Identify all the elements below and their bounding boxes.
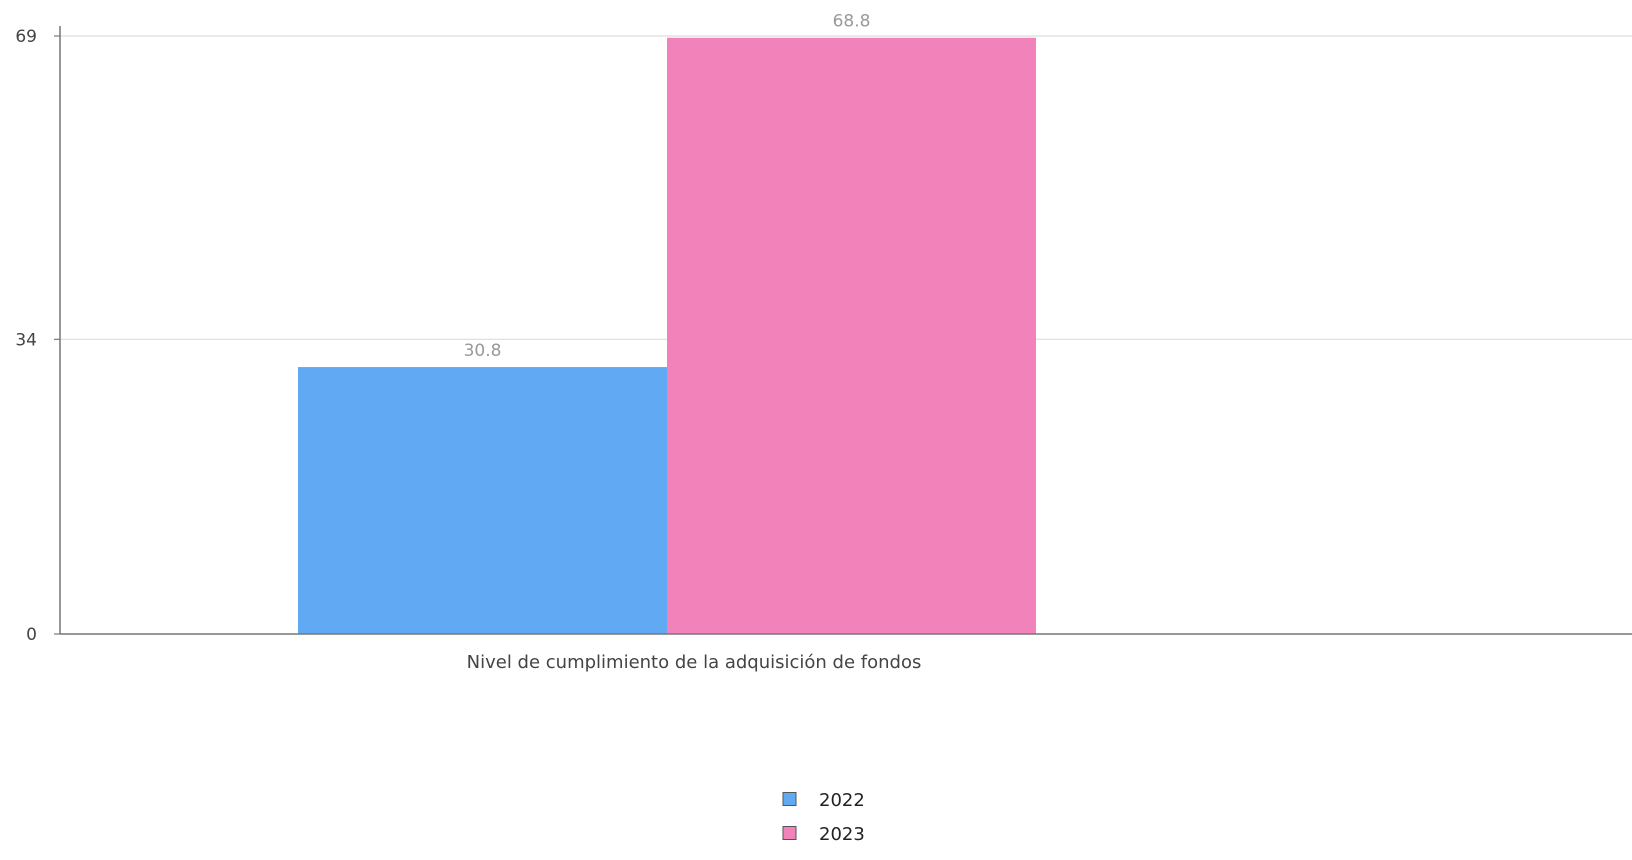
axes — [54, 26, 1632, 635]
legend-swatch-2023 — [782, 826, 797, 840]
legend-swatch-2022 — [782, 792, 797, 806]
y-tick-label: 34 — [15, 330, 37, 350]
bar-value-label: 68.8 — [833, 12, 871, 32]
y-tick-label: 69 — [15, 27, 37, 47]
bar-value-label: 30.8 — [464, 341, 502, 361]
x-category-label: Nivel de cumplimiento de la adquisición … — [467, 652, 922, 673]
labels: 0 34 69 30.8 68.8 Nivel de cumplimiento de la… — [15, 12, 921, 673]
y-tick-label: 0 — [26, 625, 37, 645]
bars — [298, 37, 1036, 634]
legend: 2022 2023 — [782, 790, 865, 845]
legend-label-2022: 2022 — [819, 790, 865, 811]
bar-2023 — [667, 37, 1036, 634]
legend-label-2023: 2023 — [819, 824, 865, 845]
bar-2022 — [298, 367, 667, 634]
